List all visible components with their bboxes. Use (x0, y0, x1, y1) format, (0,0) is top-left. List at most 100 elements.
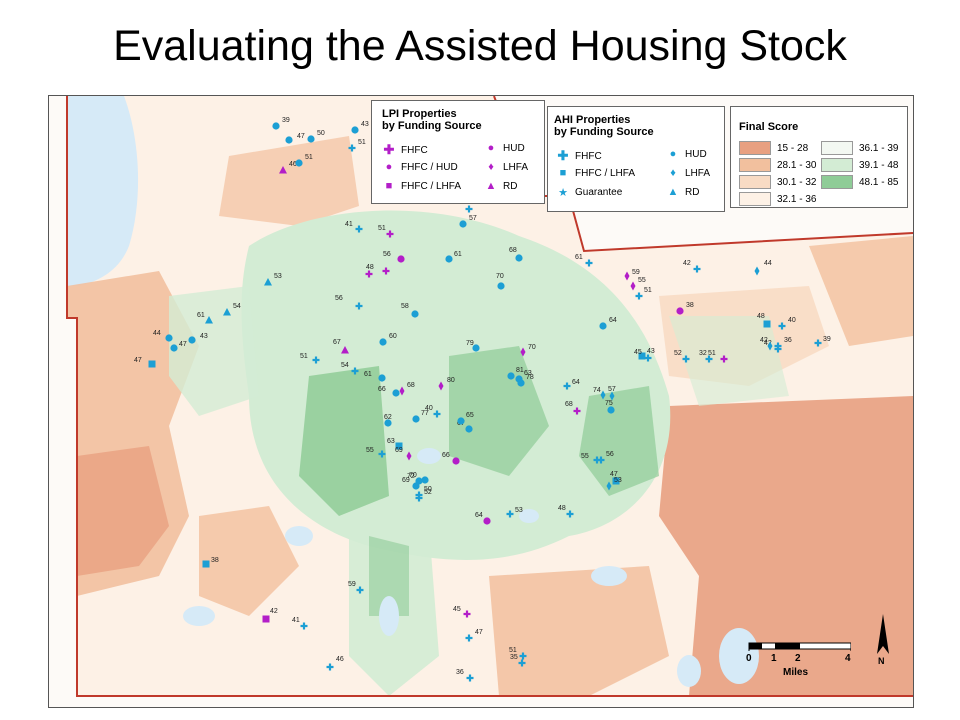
lpi-diamond-icon[interactable] (438, 381, 444, 391)
ahi-circle-icon[interactable] (378, 374, 386, 382)
ahi-circle-icon[interactable] (497, 282, 505, 290)
ahi-diamond-icon[interactable] (767, 341, 773, 351)
ahi-plus-icon[interactable] (693, 265, 701, 273)
ahi-plus-icon[interactable] (635, 292, 643, 300)
ahi-circle-icon[interactable] (515, 375, 523, 383)
map-frame[interactable]: 3947504351465152434151575354614443474756… (48, 95, 914, 708)
ahi-circle-icon[interactable] (170, 344, 178, 352)
ahi-square-icon[interactable] (763, 320, 771, 328)
lpi-diamond-icon[interactable] (630, 281, 636, 291)
lpi-plus-icon[interactable] (386, 230, 394, 238)
ahi-legend-lhfa: ♦ LHFA (666, 167, 710, 179)
ahi-plus-icon[interactable] (814, 339, 822, 347)
lpi-triangle-icon[interactable] (279, 166, 287, 174)
lpi-plus-icon[interactable] (382, 267, 390, 275)
lpi-diamond-icon[interactable] (624, 271, 630, 281)
lpi-plus-icon[interactable] (720, 355, 728, 363)
ahi-circle-icon[interactable] (307, 135, 315, 143)
ahi-circle-icon[interactable] (472, 344, 480, 352)
ahi-plus-icon[interactable] (326, 663, 334, 671)
score-class: 30.1 - 32 (739, 175, 816, 189)
ahi-plus-icon[interactable] (682, 355, 690, 363)
ahi-square-icon[interactable] (148, 360, 156, 368)
ahi-plus-icon[interactable] (433, 410, 441, 418)
lpi-circle-icon[interactable] (676, 307, 684, 315)
ahi-square-icon[interactable] (638, 352, 646, 360)
ahi-plus-icon[interactable] (356, 586, 364, 594)
ahi-circle-icon[interactable] (295, 159, 303, 167)
ahi-plus-icon[interactable] (465, 634, 473, 642)
ahi-plus-icon[interactable] (519, 652, 527, 660)
ahi-triangle-icon[interactable] (205, 316, 213, 324)
ahi-plus-icon[interactable] (466, 674, 474, 682)
lpi-triangle-icon[interactable] (341, 346, 349, 354)
ahi-circle-icon[interactable] (411, 310, 419, 318)
ahi-plus-icon[interactable] (465, 205, 473, 213)
ahi-circle-icon[interactable] (412, 415, 420, 423)
ahi-diamond-icon[interactable] (609, 391, 615, 401)
lpi-diamond-icon[interactable] (406, 451, 412, 461)
lpi-circle-icon[interactable] (397, 255, 405, 263)
lpi-diamond-icon[interactable] (520, 347, 526, 357)
ahi-circle-icon[interactable] (515, 254, 523, 262)
ahi-circle-icon[interactable] (507, 372, 515, 380)
ahi-circle-icon[interactable] (384, 419, 392, 427)
lpi-circle-icon[interactable] (483, 517, 491, 525)
ahi-diamond-icon[interactable] (600, 390, 606, 400)
ahi-plus-icon[interactable] (778, 322, 786, 330)
lpi-plus-icon[interactable] (365, 270, 373, 278)
lpi-diamond-icon[interactable] (399, 386, 405, 396)
lpi-plus-icon[interactable] (463, 610, 471, 618)
ahi-circle-icon[interactable] (445, 255, 453, 263)
ahi-diamond-icon[interactable] (754, 266, 760, 276)
ahi-plus-icon[interactable] (351, 367, 359, 375)
lpi-square-icon[interactable] (262, 615, 270, 623)
ahi-circle-icon[interactable] (421, 476, 429, 484)
ahi-circle-icon[interactable] (379, 338, 387, 346)
ahi-plus-icon[interactable] (355, 225, 363, 233)
diamond-icon: ♦ (488, 161, 494, 173)
property-score-label: 72 (407, 473, 415, 480)
score-swatch (739, 175, 771, 189)
ahi-circle-icon[interactable] (285, 136, 293, 144)
ahi-plus-icon[interactable] (348, 144, 356, 152)
ahi-triangle-icon[interactable] (223, 308, 231, 316)
ahi-plus-icon[interactable] (644, 354, 652, 362)
ahi-plus-icon[interactable] (415, 491, 423, 499)
property-score-label: 52 (424, 489, 432, 496)
ahi-plus-icon[interactable] (563, 382, 571, 390)
property-score-label: 52 (674, 350, 682, 357)
ahi-plus-icon[interactable] (597, 456, 605, 464)
ahi-circle-icon[interactable] (412, 482, 420, 490)
ahi-plus-icon[interactable] (312, 356, 320, 364)
ahi-circle-icon[interactable] (459, 220, 467, 228)
ahi-plus-icon[interactable] (355, 302, 363, 310)
ahi-circle-icon[interactable] (351, 126, 359, 134)
ahi-square-icon[interactable] (612, 477, 620, 485)
ahi-circle-icon[interactable] (188, 336, 196, 344)
ahi-plus-icon[interactable] (705, 355, 713, 363)
ahi-diamond-icon[interactable] (606, 481, 612, 491)
ahi-plus-icon[interactable] (566, 510, 574, 518)
ahi-circle-icon[interactable] (392, 389, 400, 397)
ahi-circle-icon[interactable] (465, 425, 473, 433)
ahi-square-icon[interactable] (202, 560, 210, 568)
ahi-square-icon[interactable] (395, 442, 403, 450)
ahi-plus-icon[interactable] (518, 659, 526, 667)
ahi-plus-icon[interactable] (774, 342, 782, 350)
lpi-circle-icon[interactable] (452, 457, 460, 465)
ahi-circle-icon[interactable] (165, 334, 173, 342)
ahi-circle-icon[interactable] (272, 122, 280, 130)
ahi-plus-icon[interactable] (585, 259, 593, 267)
lpi-plus-icon[interactable] (573, 407, 581, 415)
circle-icon: ● (385, 161, 393, 173)
ahi-circle-icon[interactable] (607, 406, 615, 414)
property-score-label: 57 (469, 215, 477, 222)
ahi-circle-icon[interactable] (599, 322, 607, 330)
ahi-plus-icon[interactable] (506, 510, 514, 518)
ahi-plus-icon[interactable] (378, 450, 386, 458)
property-score-label: 63 (524, 370, 532, 377)
ahi-circle-icon[interactable] (457, 417, 465, 425)
ahi-triangle-icon[interactable] (264, 278, 272, 286)
ahi-plus-icon[interactable] (300, 622, 308, 630)
